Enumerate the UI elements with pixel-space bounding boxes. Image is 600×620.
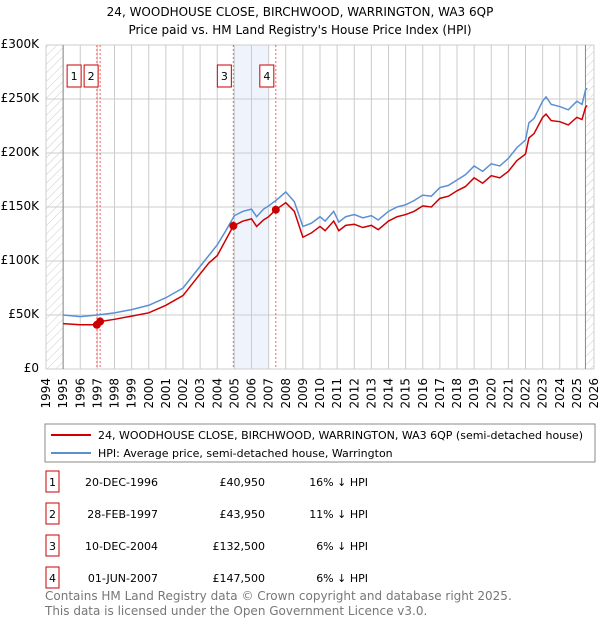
- y-tick-label: £150K: [1, 199, 41, 213]
- row-price: £40,950: [220, 476, 266, 489]
- sale-label-number: 3: [221, 70, 228, 83]
- row-price: £43,950: [220, 508, 266, 521]
- footer-line-1: Contains HM Land Registry data © Crown c…: [45, 589, 512, 603]
- row-hpi-diff: 6% ↓ HPI: [316, 572, 368, 585]
- x-tick-label: 2017: [433, 378, 447, 409]
- row-number: 4: [49, 572, 56, 585]
- hpi-line: [63, 87, 588, 318]
- x-tick-label: 2000: [142, 378, 156, 409]
- legend-label-hpi: HPI: Average price, semi-detached house,…: [98, 447, 393, 460]
- row-date: 28-FEB-1997: [87, 508, 158, 521]
- y-tick-label: £200K: [1, 145, 41, 159]
- sale-point: [229, 221, 238, 230]
- x-tick-label: 2016: [416, 378, 430, 409]
- x-tick-label: 1998: [108, 378, 122, 409]
- x-tick-label: 2018: [450, 378, 464, 409]
- sale-label-number: 4: [263, 70, 270, 83]
- x-tick-label: 2012: [347, 378, 361, 409]
- x-tick-label: 1994: [39, 378, 53, 409]
- table-row: 3 10-DEC-2004 £132,500 6% ↓ HPI: [45, 534, 368, 557]
- x-tick-label: 2007: [262, 378, 276, 409]
- x-tick-label: 2013: [364, 378, 378, 409]
- row-price: £132,500: [213, 540, 266, 553]
- x-tick-label: 2022: [519, 378, 533, 409]
- row-date: 01-JUN-2007: [88, 572, 158, 585]
- sale-label-box: [83, 64, 99, 88]
- x-tick-label: 2002: [176, 378, 190, 409]
- x-tick-label: 2014: [382, 378, 396, 409]
- x-tick-label: 1996: [73, 378, 87, 409]
- sale-label-number: 1: [71, 70, 78, 83]
- sale-label-box: [66, 64, 82, 88]
- x-tick-label: 2025: [570, 378, 584, 409]
- row-price: £147,500: [213, 572, 266, 585]
- row-date: 10-DEC-2004: [85, 540, 158, 553]
- sale-label-box: [259, 64, 275, 88]
- y-tick-label: £250K: [1, 91, 41, 105]
- row-number-box: [45, 470, 60, 493]
- y-tick-label: £300K: [1, 37, 41, 51]
- sale-label-number: 2: [88, 70, 95, 83]
- sale-point: [96, 317, 105, 326]
- row-hpi-diff: 6% ↓ HPI: [316, 540, 368, 553]
- y-tick-label: £0: [24, 361, 39, 375]
- table-row: 4 01-JUN-2007 £147,500 6% ↓ HPI: [45, 566, 368, 589]
- y-tick-label: £50K: [8, 307, 40, 321]
- x-tick-label: 2008: [279, 378, 293, 409]
- x-tick-label: 2006: [245, 378, 259, 409]
- x-tick-label: 2005: [227, 378, 241, 409]
- x-tick-label: 2015: [399, 378, 413, 409]
- row-hpi-diff: 16% ↓ HPI: [309, 476, 368, 489]
- legend: 24, WOODHOUSE CLOSE, BIRCHWOOD, WARRINGT…: [44, 423, 596, 463]
- row-number-box: [45, 502, 60, 525]
- row-number: 2: [49, 508, 56, 521]
- row-hpi-diff: 11% ↓ HPI: [309, 508, 368, 521]
- sale-point: [271, 205, 280, 214]
- x-tick-label: 2024: [553, 378, 567, 409]
- x-tick-label: 2019: [467, 378, 481, 409]
- x-tick-label: 2026: [587, 378, 600, 409]
- x-tick-label: 2004: [210, 378, 224, 409]
- chart-title: 24, WOODHOUSE CLOSE, BIRCHWOOD, WARRINGT…: [107, 5, 494, 19]
- footer-line-2: This data is licensed under the Open Gov…: [44, 604, 427, 618]
- plot-area: 1994 1995 1996 1997 1998 1999 2000 2001 2002 2003…: [1, 37, 600, 409]
- row-number: 1: [49, 476, 56, 489]
- sales-table: 1 20-DEC-1996 £40,950 16% ↓ HPI 2 28-FEB-1997…: [45, 470, 368, 589]
- x-tick-label: 2001: [159, 378, 173, 409]
- chart-subtitle: Price paid vs. HM Land Registry's House …: [128, 23, 471, 37]
- row-number-box: [45, 566, 60, 589]
- x-tick-label: 2011: [330, 378, 344, 409]
- row-number-box: [45, 534, 60, 557]
- row-date: 20-DEC-1996: [85, 476, 158, 489]
- x-tick-label: 2009: [296, 378, 310, 409]
- legend-label-property: 24, WOODHOUSE CLOSE, BIRCHWOOD, WARRINGT…: [98, 429, 583, 442]
- x-tick-label: 1997: [90, 378, 104, 409]
- x-tick-label: 2021: [501, 378, 515, 409]
- row-number: 3: [49, 540, 56, 553]
- x-tick-label: 1999: [125, 378, 139, 409]
- x-tick-label: 2010: [313, 378, 327, 409]
- y-tick-label: £100K: [1, 253, 41, 267]
- x-tick-label: 1995: [56, 378, 70, 409]
- x-tick-label: 2023: [536, 378, 550, 409]
- x-tick-label: 2020: [484, 378, 498, 409]
- sale-label-box: [216, 64, 232, 88]
- table-row: 2 28-FEB-1997 £43,950 11% ↓ HPI: [45, 502, 368, 525]
- x-tick-label: 2003: [193, 378, 207, 409]
- property-price-line: [63, 105, 588, 326]
- table-row: 1 20-DEC-1996 £40,950 16% ↓ HPI: [45, 470, 368, 493]
